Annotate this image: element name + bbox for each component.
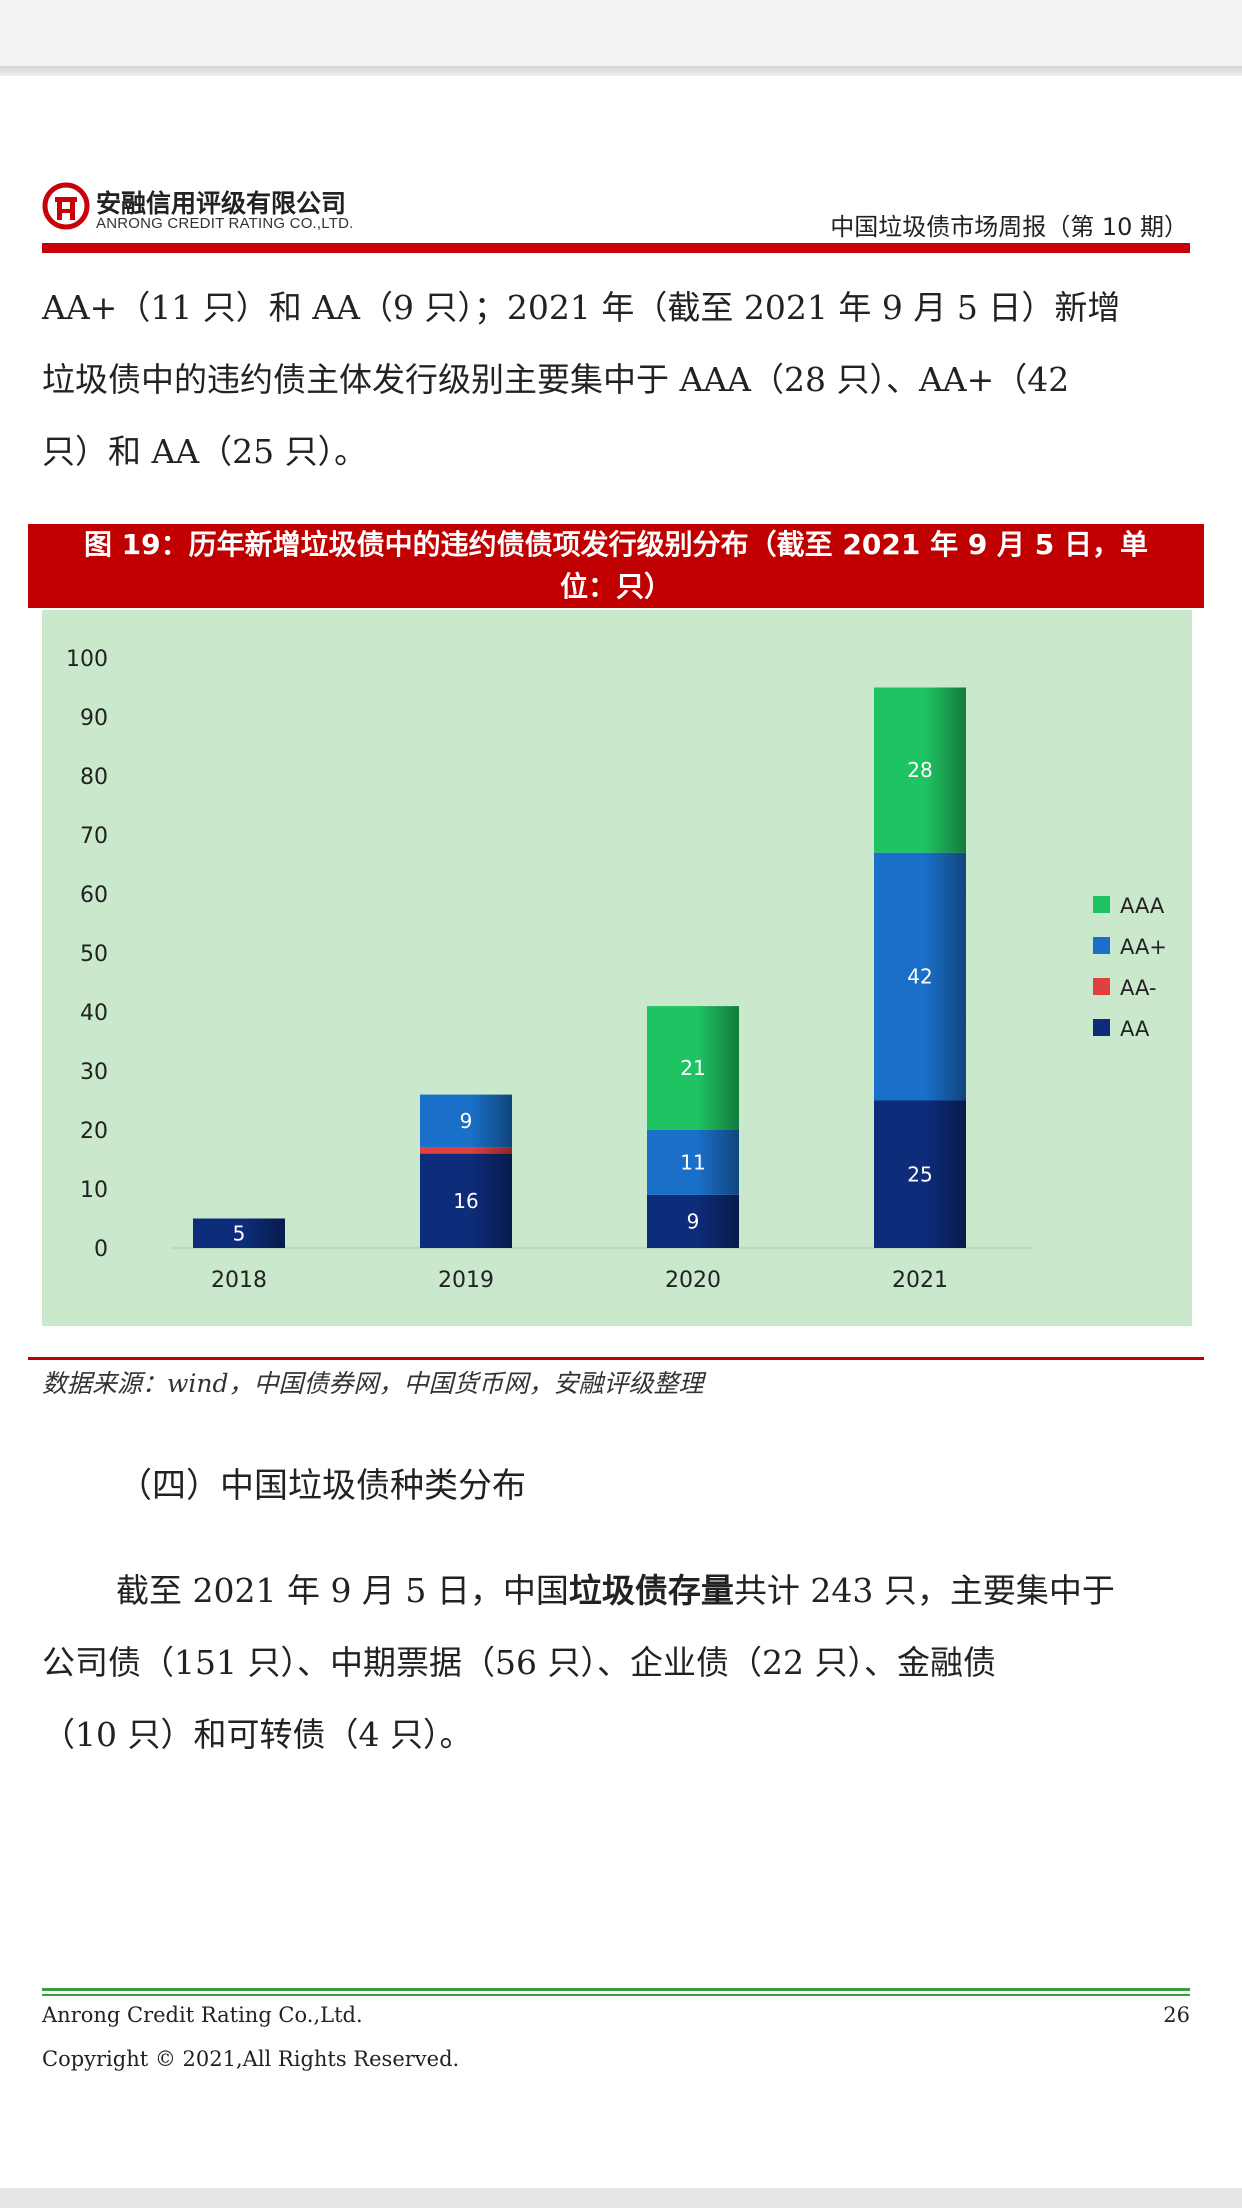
bar-value-label: 11 — [680, 1150, 705, 1174]
y-tick-label: 60 — [80, 883, 108, 908]
bar-aa-2019 — [420, 1153, 512, 1248]
anrong-logo-icon — [42, 182, 90, 230]
page-number: 26 — [1163, 2003, 1190, 2027]
bar-aaplus-2021 — [874, 852, 966, 1101]
legend-label: AA- — [1120, 976, 1156, 1000]
paragraph-2-line: 截至 2021 年 9 月 5 日，中国垃圾债存量共计 243 只，主要集中于 — [42, 1555, 1190, 1627]
bottom-gray-band — [0, 2188, 1242, 2208]
stacked-bar-chart: 0 10 20 30 40 50 60 70 80 90 100 2018 2019 2020 2021 5… — [42, 610, 1192, 1326]
paragraph-2: 截至 2021 年 9 月 5 日，中国垃圾债存量共计 243 只，主要集中于 … — [42, 1555, 1190, 1771]
header-rule — [42, 243, 1190, 253]
x-tick-label: 2021 — [892, 1268, 948, 1293]
y-tick-label: 50 — [80, 942, 108, 967]
bar-value-label: 16 — [453, 1189, 478, 1213]
bar-aaminus-2019 — [420, 1147, 512, 1154]
footer-rule — [42, 1988, 1190, 1996]
chart-svg: 0 10 20 30 40 50 60 70 80 90 100 2018 2019 2020 2021 5… — [66, 647, 1167, 1293]
paragraph-2-line: （10 只）和可转债（4 只）。 — [42, 1715, 473, 1754]
bar-value-label: 9 — [687, 1209, 700, 1233]
y-tick-label: 20 — [80, 1119, 108, 1144]
figure-caption-line1: 图 19：历年新增垃圾债中的违约债债项发行级别分布（截至 2021 年 9 月 … — [83, 528, 1149, 561]
paragraph-1: AA+（11 只）和 AA（9 只）；2021 年（截至 2021 年 9 月 … — [42, 272, 1190, 488]
paragraph-2-line: 公司债（151 只）、中期票据（56 只）、企业债（22 只）、金融债 — [42, 1643, 996, 1682]
report-title: 中国垃圾债市场周报（第 10 期） — [830, 213, 1188, 241]
paragraph-2-text: 截至 2021 年 9 月 5 日，中国 — [116, 1571, 569, 1610]
x-tick-label: 2018 — [211, 1268, 267, 1293]
bar-aaplus-2020 — [647, 1130, 739, 1195]
bar-aaplus-2019 — [420, 1094, 512, 1148]
company-name-en: ANRONG CREDIT RATING CO.,LTD. — [96, 215, 354, 232]
legend-swatch — [1093, 937, 1110, 954]
copyright: Copyright © 2021,All Rights Reserved. — [42, 2047, 460, 2071]
company-name-cn: 安融信用评级有限公司 — [96, 189, 347, 218]
legend-swatch — [1093, 896, 1110, 913]
figure-caption: 图 19：历年新增垃圾债中的违约债债项发行级别分布（截至 2021 年 9 月 … — [28, 524, 1204, 608]
y-tick-label: 100 — [66, 647, 108, 672]
top-gray-divider — [0, 66, 1242, 76]
paragraph-2-text: 共计 243 只，主要集中于 — [733, 1571, 1115, 1610]
paragraph-1-line: AA+（11 只）和 AA（9 只）；2021 年（截至 2021 年 9 月 … — [42, 288, 1121, 327]
bar-value-label: 9 — [460, 1109, 473, 1133]
paragraph-2-bold-text: 垃圾债存量 — [568, 1571, 734, 1610]
y-tick-label: 40 — [80, 1001, 108, 1026]
figure-source: 数据来源：wind，中国债券网，中国货币网，安融评级整理 — [42, 1369, 704, 1398]
footer-company: Anrong Credit Rating Co.,Ltd. — [42, 2003, 363, 2027]
source-rule — [28, 1357, 1204, 1360]
bar-aa-2020 — [647, 1194, 739, 1248]
bar-aaa-2021 — [874, 687, 966, 853]
figure-caption-line2: 位：只） — [559, 570, 672, 603]
legend-swatch — [1093, 978, 1110, 995]
bar-value-label: 28 — [907, 758, 932, 782]
y-tick-label: 0 — [94, 1237, 108, 1262]
section-title: （四）中国垃圾债种类分布 — [118, 1466, 526, 1506]
y-tick-label: 90 — [80, 706, 108, 731]
x-tick-label: 2019 — [438, 1268, 494, 1293]
paragraph-1-line: 只）和 AA（25 只）。 — [42, 432, 368, 471]
legend-label: AA+ — [1120, 935, 1167, 959]
bar-value-label: 21 — [680, 1056, 705, 1080]
top-gray-band — [0, 0, 1242, 66]
y-tick-label: 80 — [80, 765, 108, 790]
y-tick-label: 10 — [80, 1178, 108, 1203]
legend-swatch — [1093, 1019, 1110, 1036]
y-tick-label: 70 — [80, 824, 108, 849]
x-tick-label: 2020 — [665, 1268, 721, 1293]
paragraph-1-line: 垃圾债中的违约债主体发行级别主要集中于 AAA（28 只）、AA+（42 — [42, 360, 1070, 399]
bar-value-label: 5 — [233, 1221, 246, 1245]
bar-aaa-2020 — [647, 1006, 739, 1130]
bar-value-label: 42 — [907, 965, 932, 989]
bar-aa-2018 — [193, 1218, 285, 1248]
legend-label: AAA — [1120, 894, 1165, 918]
bar-aa-2021 — [874, 1100, 966, 1248]
legend-label: AA — [1120, 1017, 1150, 1041]
bar-value-label: 25 — [907, 1162, 932, 1186]
y-tick-label: 30 — [80, 1060, 108, 1085]
